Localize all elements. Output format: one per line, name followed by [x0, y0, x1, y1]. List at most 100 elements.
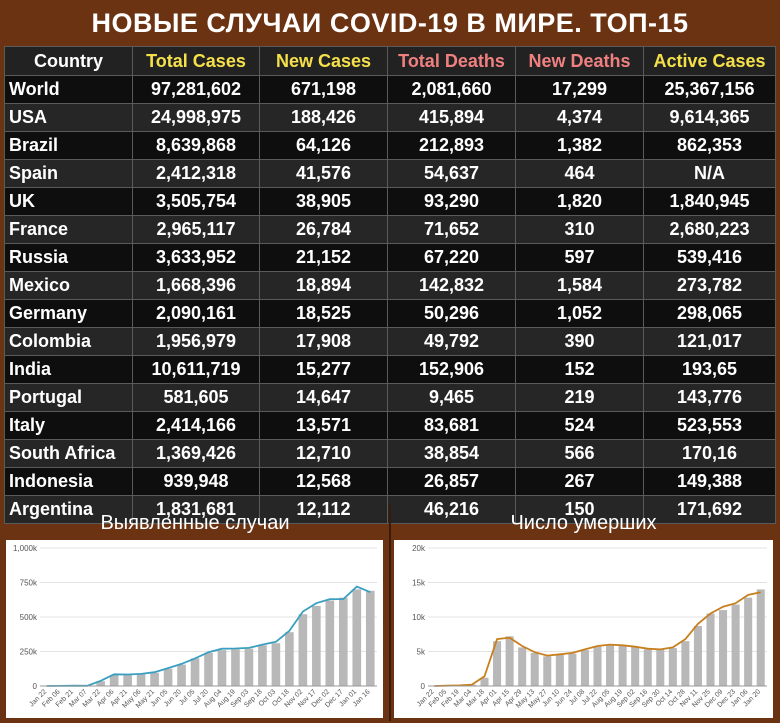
country-cell: Spain	[5, 160, 133, 188]
value-cell: 464	[516, 160, 644, 188]
value-cell: 15,277	[260, 356, 388, 384]
country-cell: Italy	[5, 412, 133, 440]
value-cell: 523,553	[644, 412, 776, 440]
country-cell: France	[5, 216, 133, 244]
bar	[366, 591, 375, 686]
value-cell: 267	[516, 468, 644, 496]
bar	[593, 647, 601, 686]
value-cell: 152	[516, 356, 644, 384]
value-cell: 97,281,602	[133, 76, 260, 104]
bar	[744, 598, 752, 686]
cases-chart-title: Выявленные случаи	[4, 507, 386, 539]
value-cell: 1,382	[516, 132, 644, 160]
value-cell: 1,369,426	[133, 440, 260, 468]
value-cell: 49,792	[388, 328, 516, 356]
value-cell: 12,710	[260, 440, 388, 468]
value-cell: 67,220	[388, 244, 516, 272]
value-cell: 14,647	[260, 384, 388, 412]
country-cell: Mexico	[5, 272, 133, 300]
value-cell: 10,611,719	[133, 356, 260, 384]
country-cell: Portugal	[5, 384, 133, 412]
value-cell: 390	[516, 328, 644, 356]
value-cell: 17,908	[260, 328, 388, 356]
value-cell: 54,637	[388, 160, 516, 188]
country-cell: Russia	[5, 244, 133, 272]
value-cell: 1,820	[516, 188, 644, 216]
bar	[339, 598, 348, 686]
bar	[272, 643, 281, 686]
value-cell: 671,198	[260, 76, 388, 104]
header-new-deaths: New Deaths	[516, 47, 644, 76]
value-cell: 26,784	[260, 216, 388, 244]
value-cell: 193,65	[644, 356, 776, 384]
table-header-row: Country Total Cases New Cases Total Deat…	[5, 47, 776, 76]
value-cell: 64,126	[260, 132, 388, 160]
covid-table: Country Total Cases New Cases Total Deat…	[4, 46, 775, 505]
value-cell: 1,668,396	[133, 272, 260, 300]
value-cell: N/A	[644, 160, 776, 188]
value-cell: 188,426	[260, 104, 388, 132]
value-cell: 4,374	[516, 104, 644, 132]
value-cell: 581,605	[133, 384, 260, 412]
bar	[258, 645, 267, 686]
value-cell: 152,906	[388, 356, 516, 384]
value-cell: 1,956,979	[133, 328, 260, 356]
bar	[681, 641, 689, 686]
value-cell: 539,416	[644, 244, 776, 272]
value-cell: 143,776	[644, 384, 776, 412]
bar	[204, 653, 213, 686]
value-cell: 149,388	[644, 468, 776, 496]
bar	[231, 649, 240, 686]
bar	[191, 658, 200, 686]
value-cell: 25,367,156	[644, 76, 776, 104]
value-cell: 939,948	[133, 468, 260, 496]
value-cell: 2,414,166	[133, 412, 260, 440]
header-new-cases: New Cases	[260, 47, 388, 76]
y-tick-label: 750k	[20, 579, 38, 588]
deaths-chart-title: Число умерших	[392, 507, 775, 539]
bar	[150, 673, 159, 686]
country-cell: USA	[5, 104, 133, 132]
bar	[164, 669, 173, 686]
bar	[218, 650, 227, 686]
value-cell: 83,681	[388, 412, 516, 440]
value-cell: 50,296	[388, 300, 516, 328]
value-cell: 212,893	[388, 132, 516, 160]
value-cell: 1,584	[516, 272, 644, 300]
y-tick-label: 0	[33, 682, 38, 691]
value-cell: 41,576	[260, 160, 388, 188]
bar	[669, 648, 677, 686]
value-cell: 2,680,223	[644, 216, 776, 244]
bar	[732, 605, 740, 686]
value-cell: 2,412,318	[133, 160, 260, 188]
value-cell: 9,614,365	[644, 104, 776, 132]
value-cell: 566	[516, 440, 644, 468]
bar	[531, 653, 539, 686]
value-cell: 12,568	[260, 468, 388, 496]
y-tick-label: 10k	[412, 613, 426, 622]
value-cell: 2,965,117	[133, 216, 260, 244]
bar	[556, 655, 564, 686]
country-cell: India	[5, 356, 133, 384]
bar	[137, 674, 146, 686]
value-cell: 3,633,952	[133, 244, 260, 272]
value-cell: 121,017	[644, 328, 776, 356]
bar	[285, 632, 294, 686]
y-tick-label: 5k	[417, 648, 426, 657]
bar	[694, 626, 702, 686]
value-cell: 24,998,975	[133, 104, 260, 132]
y-tick-label: 1,000k	[13, 544, 38, 553]
y-tick-label: 500k	[20, 613, 38, 622]
